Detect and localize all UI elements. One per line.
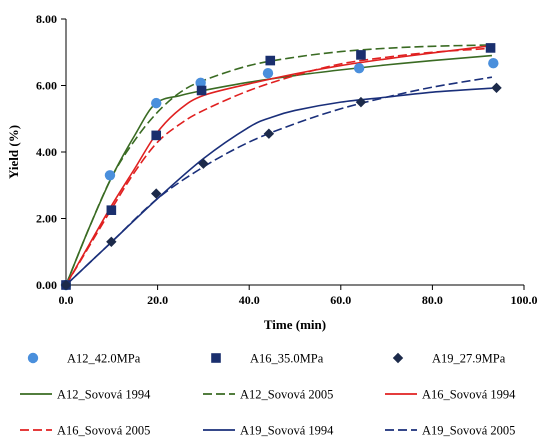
x-tick-label: 40.0 — [239, 293, 260, 307]
data-point-a16-35-0mpa — [106, 205, 117, 215]
data-point-a19-27-9mpa — [151, 188, 162, 199]
data-point-a12-42-0mpa — [151, 97, 162, 109]
data-point-a19-27-9mpa — [106, 236, 117, 247]
data-point-a19-27-9mpa — [60, 279, 72, 291]
x-axis-title: Time (min) — [264, 317, 326, 332]
legend-marker-a16-35-0mpa — [211, 353, 221, 363]
y-tick-label: 6.00 — [36, 79, 57, 93]
y-tick-label: 4.00 — [36, 145, 57, 159]
data-point-a16-35-0mpa — [485, 43, 496, 53]
x-tick-label: 60.0 — [330, 293, 351, 307]
data-point-a12-42-0mpa — [353, 63, 365, 74]
data-point-a19-27-9mpa — [355, 96, 367, 108]
legend-marker-a19-27-9mpa — [392, 352, 404, 364]
legend-label: A19_Sovová 1994 — [240, 424, 334, 438]
legend-label: A19_27.9MPa — [432, 352, 506, 366]
data-point-a12-42-0mpa — [262, 67, 274, 79]
ticks: 0.00 2.00 4.00 6.00 8.00 0.0 20.0 40.0 60.0 80.0 1… — [36, 12, 538, 307]
x-tick-label: 100.0 — [511, 293, 538, 307]
legend-label: A12_Sovová 1994 — [57, 388, 151, 402]
y-tick-label: 2.00 — [36, 212, 57, 226]
legend: A12_42.0MPa A16_35.0MPa A19_27.9MPa A12_Sov… — [20, 352, 516, 438]
x-tick-label: 0.0 — [59, 293, 74, 307]
y-axis-title: Yield (%) — [6, 125, 21, 179]
legend-label: A12_Sovová 2005 — [240, 388, 333, 402]
data-point-a19-27-9mpa — [263, 128, 275, 139]
data-point-a16-35-0mpa — [356, 50, 366, 60]
legend-label: A16_35.0MPa — [250, 352, 324, 366]
legend-label: A19_Sovová 2005 — [422, 424, 515, 438]
y-tick-label: 0.00 — [36, 278, 57, 292]
data-point-a16-35-0mpa — [265, 55, 276, 66]
legend-label: A12_42.0MPa — [67, 352, 141, 366]
series-line-a16-sovov-1994 — [65, 44, 493, 286]
data-point-a12-42-0mpa — [488, 58, 499, 69]
series-points — [60, 43, 502, 291]
data-point-a12-42-0mpa — [195, 77, 206, 89]
legend-label: A16_Sovová 1994 — [422, 388, 516, 402]
legend-label: A16_Sovová 2005 — [57, 424, 150, 438]
x-tick-label: 20.0 — [147, 293, 168, 307]
x-tick-label: 80.0 — [422, 293, 443, 307]
data-point-a12-42-0mpa — [104, 170, 116, 181]
series-line-a19-sovov-2005 — [65, 76, 493, 286]
series-line-a16-sovov-2005 — [65, 47, 492, 286]
data-point-a19-27-9mpa — [491, 82, 502, 94]
y-tick-label: 8.00 — [36, 12, 57, 26]
data-point-a19-27-9mpa — [198, 158, 209, 169]
data-point-a16-35-0mpa — [196, 85, 207, 96]
legend-marker-a12-42-0mpa — [27, 352, 39, 364]
data-point-a16-35-0mpa — [151, 130, 162, 141]
